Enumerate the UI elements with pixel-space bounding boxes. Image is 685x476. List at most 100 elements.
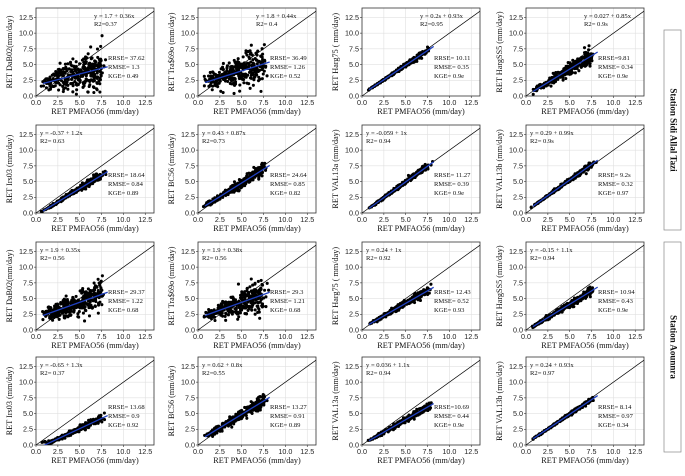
data-point	[254, 58, 258, 62]
data-point	[79, 69, 84, 74]
y-axis-label: RET DaB02(mm/day)	[5, 15, 14, 88]
data-point	[64, 65, 68, 69]
data-point	[61, 67, 65, 71]
data-point	[95, 172, 99, 176]
y-tick-label: 7.5	[23, 161, 33, 170]
x-tick-label: 2.5	[379, 332, 389, 341]
data-point	[44, 309, 48, 313]
data-point	[82, 187, 87, 191]
kge-label: KGE= 0.9e	[598, 73, 628, 80]
plot-frame	[35, 7, 155, 97]
x-tick-label: 0.0	[31, 98, 41, 107]
data-point	[64, 294, 68, 298]
data-point	[247, 295, 251, 299]
fit-line	[204, 291, 270, 317]
data-point	[102, 411, 106, 415]
data-point	[70, 68, 74, 72]
data-point	[224, 312, 228, 316]
data-point	[555, 71, 559, 75]
x-tick-label: 2.5	[53, 332, 63, 341]
panel-9: 0.0 2.5 5.0 7.5 10.0 12.50.02.55.07.510.012.5…	[5, 241, 155, 350]
data-point	[246, 308, 250, 312]
data-point	[227, 61, 231, 65]
data-point	[94, 60, 98, 64]
panel-7: 0.0 2.5 5.0 7.5 10.0 12.50.02.55.07.510.012.5…	[331, 124, 481, 233]
data-point	[88, 79, 92, 83]
y-tick-label: 12.5	[19, 247, 33, 256]
data-point	[56, 67, 60, 72]
data-point	[65, 80, 69, 84]
data-point	[87, 314, 92, 318]
data-point	[243, 305, 247, 309]
data-point	[233, 77, 237, 81]
data-point	[228, 81, 232, 86]
data-point	[75, 299, 79, 303]
data-point	[74, 294, 78, 298]
x-tick-label: 2.5	[543, 332, 553, 341]
regression-equation: y = -0.65 + 1.3x	[40, 362, 83, 369]
data-point	[573, 172, 577, 176]
data-point	[81, 81, 85, 85]
y-tick-label: 2.5	[513, 310, 523, 319]
r-squared-label: R2=0.95	[420, 21, 444, 28]
x-tick-label: 7.5	[97, 447, 107, 456]
data-point	[96, 289, 100, 293]
plot-area	[198, 242, 316, 330]
data-point	[88, 83, 92, 87]
x-tick-label: 2.5	[543, 98, 553, 107]
data-point	[236, 282, 241, 286]
data-point	[219, 89, 223, 93]
data-point	[211, 84, 215, 88]
rmse-label: RMSE= 0.84	[108, 181, 144, 188]
y-axis-label: RET BC56 (mm/day)	[167, 133, 176, 204]
x-tick-label: 5.0	[237, 98, 247, 107]
data-point	[264, 295, 268, 299]
data-point	[259, 298, 263, 302]
data-point	[411, 300, 415, 304]
data-point	[217, 73, 221, 77]
data-point	[402, 300, 406, 304]
fit-line	[532, 286, 599, 328]
kge-label: KGE= 0.68	[108, 307, 139, 314]
y-tick-label: 10.0	[345, 263, 359, 272]
data-point	[99, 44, 103, 48]
y-tick-label: 10.0	[509, 146, 523, 155]
data-point	[70, 77, 74, 81]
data-point	[570, 71, 575, 75]
rmse-label: RMSE= 1.21	[270, 298, 305, 305]
regression-equation: y = 0.29 + 0.99x	[530, 130, 574, 137]
data-point	[83, 293, 87, 297]
fit-line	[42, 66, 108, 85]
data-point	[232, 189, 236, 194]
data-point	[221, 314, 225, 318]
data-point	[250, 308, 254, 312]
data-point	[78, 62, 82, 66]
data-point	[227, 77, 231, 81]
data-point	[253, 312, 257, 316]
regression-equation: y = -0.15 + 1.1x	[530, 247, 573, 254]
y-tick-label: 7.5	[349, 161, 359, 170]
y-tick-label: 12.5	[509, 13, 523, 22]
data-point	[253, 282, 257, 286]
y-tick-label: 0.0	[349, 208, 359, 217]
data-point	[418, 52, 422, 56]
data-point	[237, 188, 241, 192]
data-point	[265, 74, 269, 78]
y-tick-label: 12.5	[19, 362, 33, 371]
r-squared-label: R2= 0.56	[40, 255, 65, 262]
data-point	[207, 84, 211, 88]
identity-line	[198, 10, 316, 96]
y-axis-label: RET VAL13a (mm/day)	[331, 129, 340, 208]
rrse-label: RRSE= 10.11	[434, 55, 470, 62]
data-point	[587, 48, 591, 52]
plot-marks	[526, 244, 644, 330]
data-point	[588, 287, 592, 291]
data-point	[257, 177, 261, 181]
data-point	[80, 291, 84, 295]
x-tick-label: 7.5	[423, 98, 433, 107]
y-tick-label: 10.0	[19, 146, 33, 155]
data-point	[213, 315, 217, 319]
x-tick-label: 0.0	[357, 332, 367, 341]
x-tick-label: 2.5	[53, 98, 63, 107]
data-point	[218, 306, 222, 310]
